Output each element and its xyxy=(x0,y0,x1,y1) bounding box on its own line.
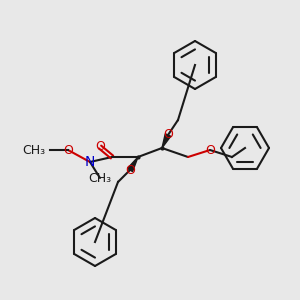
Text: CH₃: CH₃ xyxy=(22,143,45,157)
Text: O: O xyxy=(63,143,73,157)
Text: O: O xyxy=(95,140,105,154)
Text: O: O xyxy=(205,143,215,157)
Text: O: O xyxy=(125,164,135,176)
Polygon shape xyxy=(162,134,171,148)
Text: N: N xyxy=(85,155,95,169)
Text: O: O xyxy=(163,128,173,142)
Text: CH₃: CH₃ xyxy=(88,172,112,184)
Polygon shape xyxy=(128,157,138,172)
